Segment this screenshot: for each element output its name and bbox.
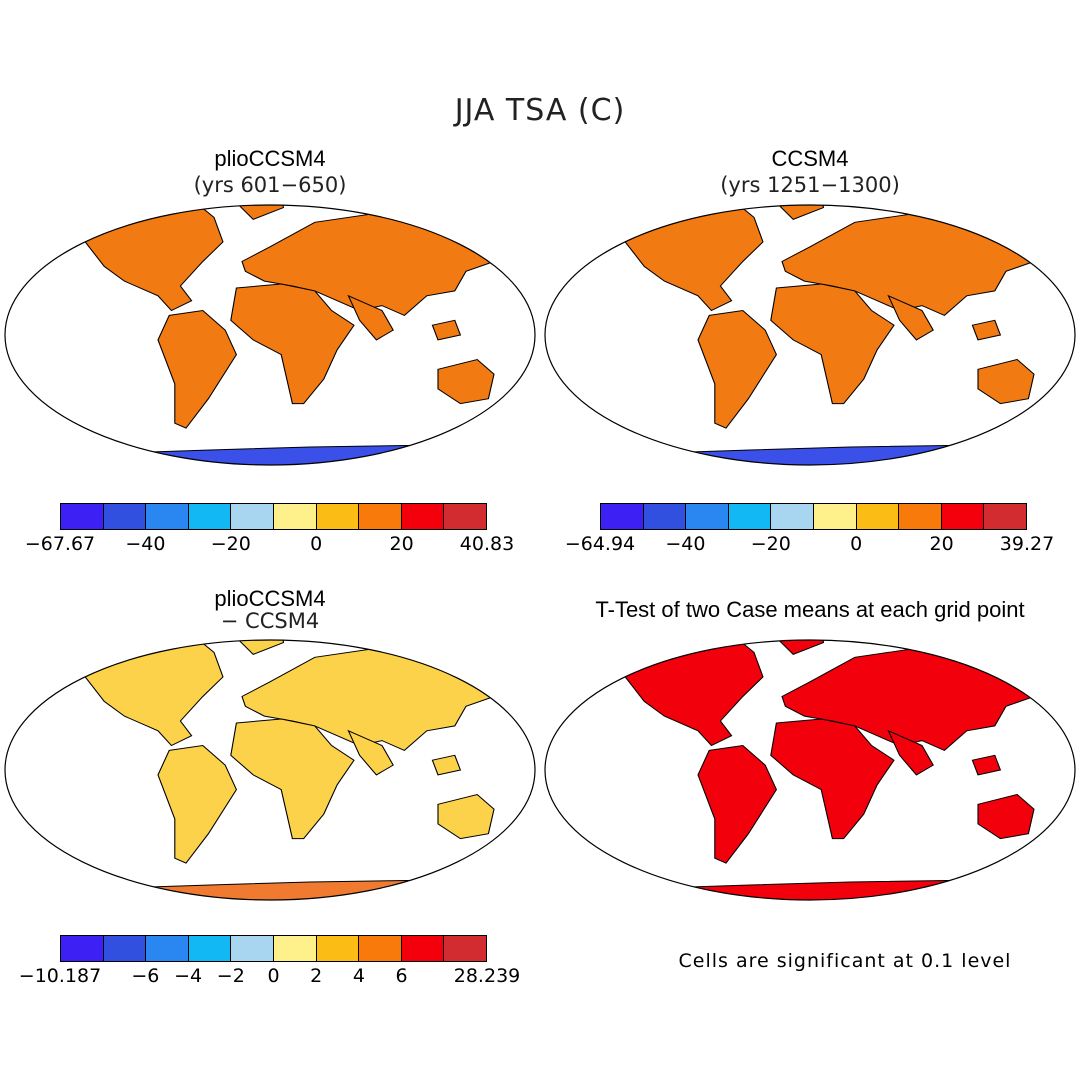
- colorbar-tick-label: −64.94: [564, 533, 636, 555]
- colorbar-swatch: [813, 504, 857, 529]
- colorbar-swatch: [61, 504, 104, 529]
- colorbar-tick-label: −40: [125, 533, 166, 555]
- colorbar-swatch: [146, 936, 189, 961]
- colorbar-swatch: [643, 504, 687, 529]
- colorbar-tick-label: 6: [395, 965, 408, 987]
- panel-subtitle-diff: − CCSM4: [220, 609, 320, 633]
- colorbar-tick-label: −4: [174, 965, 203, 987]
- map-outline-plio: [4, 204, 536, 466]
- colorbar-tick-label: 20: [929, 533, 954, 555]
- colorbar-swatch: [941, 504, 985, 529]
- colorbar-swatch: [359, 936, 402, 961]
- colorbar-tick-label: −20: [750, 533, 791, 555]
- map-plio: [67, 205, 495, 465]
- colorbar-swatch: [856, 504, 900, 529]
- colorbar-swatch: [188, 504, 232, 529]
- colorbar-swatch: [316, 504, 360, 529]
- colorbar-tick-label: 39.27: [999, 533, 1055, 555]
- land-diff: [67, 640, 495, 864]
- colorbar-tick-label: 28.239: [453, 965, 521, 987]
- colorbar-swatch: [771, 504, 814, 529]
- significance-note: Cells are significant at 0.1 level: [678, 950, 1012, 972]
- land-plio: [67, 205, 495, 429]
- colorbar-tick-label: 4: [352, 965, 365, 987]
- colorbar-swatch: [273, 936, 317, 961]
- colorbar-tick-label: −40: [665, 533, 706, 555]
- panel-title-diff: plioCCSM4: [214, 586, 326, 611]
- colorbar-swatch: [316, 936, 360, 961]
- map-ttest: [607, 640, 1035, 900]
- colorbar-swatch: [103, 936, 147, 961]
- colorbar-tick-label: −10.187: [18, 965, 102, 987]
- colorbar-tick-label: 2: [310, 965, 323, 987]
- colorbar-swatch: [984, 504, 1026, 529]
- colorbar-ccsm4: [600, 503, 1027, 530]
- colorbar-swatch: [273, 504, 317, 529]
- colorbar-tick-label: −67.67: [24, 533, 96, 555]
- land-ttest: [607, 640, 1035, 864]
- colorbar-swatch: [444, 936, 486, 961]
- map-outline-diff: [4, 639, 536, 901]
- colorbar-swatch: [61, 936, 104, 961]
- colorbar-diff: [60, 935, 487, 962]
- colorbar-tick-label: 0: [850, 533, 863, 555]
- colorbar-swatch: [146, 504, 189, 529]
- colorbar-tick-label: −2: [216, 965, 245, 987]
- colorbar-swatch: [601, 504, 644, 529]
- map-ccsm4: [607, 205, 1035, 465]
- colorbar-swatch: [444, 504, 486, 529]
- colorbar-swatch: [401, 504, 445, 529]
- colorbar-tick-label: 0: [267, 965, 280, 987]
- panel-subtitle-ccsm4: (yrs 1251−1300): [720, 173, 900, 197]
- colorbar-tick-label: 40.83: [459, 533, 515, 555]
- panel-title-plio: plioCCSM4: [214, 146, 326, 171]
- colorbar-swatch: [231, 504, 274, 529]
- colorbar-swatch: [231, 936, 274, 961]
- land-ccsm4: [607, 205, 1035, 429]
- map-diff: [67, 640, 495, 900]
- panel-title-ttest: T-Test of two Case means at each grid po…: [595, 597, 1025, 622]
- colorbar-swatch: [899, 504, 942, 529]
- panel-title-ccsm4: CCSM4: [771, 146, 849, 171]
- colorbar-swatch: [728, 504, 772, 529]
- colorbar-tick-label: −6: [131, 965, 160, 987]
- colorbar-swatch: [686, 504, 729, 529]
- colorbar-tick-label: 0: [310, 533, 323, 555]
- panel-subtitle-plio: (yrs 601−650): [193, 173, 347, 197]
- colorbar-tick-label: 20: [389, 533, 414, 555]
- colorbar-swatch: [188, 936, 232, 961]
- figure-title: JJA TSA (C): [454, 93, 626, 128]
- map-outline-ccsm4: [544, 204, 1076, 466]
- colorbar-swatch: [359, 504, 402, 529]
- colorbar-tick-label: −20: [210, 533, 251, 555]
- colorbar-swatch: [103, 504, 147, 529]
- map-outline-ttest: [544, 639, 1076, 901]
- colorbar-plio: [60, 503, 487, 530]
- colorbar-swatch: [401, 936, 445, 961]
